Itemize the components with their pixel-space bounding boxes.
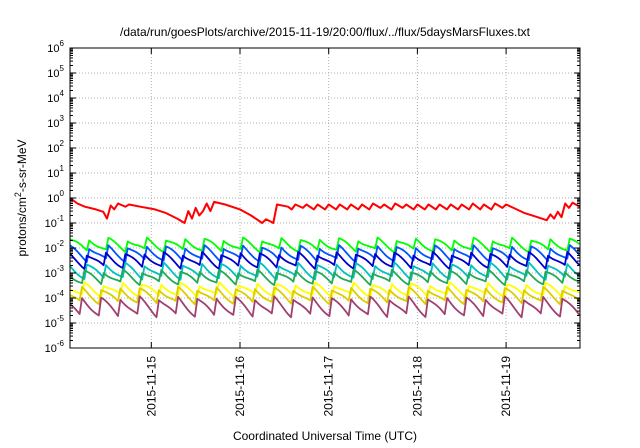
y-tick-label: 103	[47, 114, 64, 130]
y-tick-base: 10	[47, 168, 59, 180]
x-axis-label: Coordinated Universal Time (UTC)	[233, 429, 417, 443]
x-tick-label: 2015-11-16	[233, 356, 247, 417]
red-flux-series-line	[69, 197, 581, 224]
y-tick-exponent: 6	[60, 39, 65, 48]
series-layer	[69, 197, 581, 319]
y-tick-exponent: 2	[60, 139, 65, 148]
y-tick-base: 10	[45, 343, 57, 355]
y-tick-label: 106	[47, 39, 64, 55]
flux-series-line	[69, 285, 580, 306]
flux-series-line	[69, 268, 580, 287]
y-tick-exponent: -6	[57, 339, 65, 348]
x-tick-label: 2015-11-17	[322, 356, 336, 417]
y-tick-base: 10	[45, 268, 57, 280]
y-tick-label: 10-5	[45, 314, 65, 330]
y-tick-exponent: -1	[57, 214, 65, 223]
y-tick-label: 10-6	[45, 339, 65, 355]
x-tick-label: 2015-11-19	[499, 356, 513, 417]
y-axis-label: protons/cm2-s-sr-MeV	[13, 139, 29, 256]
grid	[70, 48, 580, 348]
y-tick-label: 10-3	[45, 264, 65, 280]
y-tick-label: 104	[47, 89, 64, 105]
y-tick-base: 10	[45, 218, 57, 230]
y-tick-base: 10	[47, 118, 59, 130]
x-tick-label: 2015-11-18	[410, 356, 424, 417]
y-tick-exponent: 5	[60, 64, 65, 73]
y-tick-exponent: -3	[57, 264, 65, 273]
x-tick-labels: 2015-11-15 2015-11-16 2015-11-17 2015-11-18…	[144, 356, 513, 417]
y-tick-label: 102	[47, 139, 64, 155]
y-tick-label: 10-2	[45, 239, 65, 255]
flux-series-line	[69, 236, 580, 254]
y-tick-exponent: 3	[60, 114, 65, 123]
flux-series-line	[69, 244, 580, 264]
y-tick-base: 10	[47, 193, 59, 205]
y-tick-label: 100	[47, 189, 64, 205]
y-tick-base: 10	[45, 293, 57, 305]
y-tick-base: 10	[45, 243, 57, 255]
chart-title: /data/run/goesPlots/archive/2015-11-19/2…	[120, 25, 531, 39]
y-tick-exponent: 0	[60, 189, 65, 198]
y-label-superscript: 2	[13, 192, 23, 197]
y-tick-exponent: 1	[60, 164, 65, 173]
x-tick-label: 2015-11-15	[144, 356, 158, 417]
y-tick-base: 10	[47, 43, 59, 55]
y-label-part: protons/cm	[15, 197, 29, 256]
axis-ticks	[70, 47, 580, 349]
flux-series-line	[69, 281, 580, 299]
flux-series-line	[69, 250, 580, 270]
y-tick-label: 10-1	[45, 214, 65, 230]
y-tick-exponent: -2	[57, 239, 65, 248]
y-tick-exponent: -5	[57, 314, 65, 323]
y-tick-label: 105	[47, 64, 64, 80]
y-tick-exponent: -4	[57, 289, 65, 298]
y-tick-label: 10-4	[45, 289, 65, 305]
y-tick-base: 10	[47, 93, 59, 105]
y-label-part: -s-sr-MeV	[15, 139, 29, 192]
y-tick-label: 101	[47, 164, 64, 180]
y-tick-base: 10	[45, 318, 57, 330]
y-tick-base: 10	[47, 143, 59, 155]
y-tick-exponent: 4	[60, 89, 65, 98]
y-tick-base: 10	[47, 68, 59, 80]
flux-series-line	[69, 261, 580, 281]
flux-series-line	[69, 295, 581, 319]
y-tick-labels: 10-610-510-410-310-210-11001011021031041…	[45, 39, 65, 355]
